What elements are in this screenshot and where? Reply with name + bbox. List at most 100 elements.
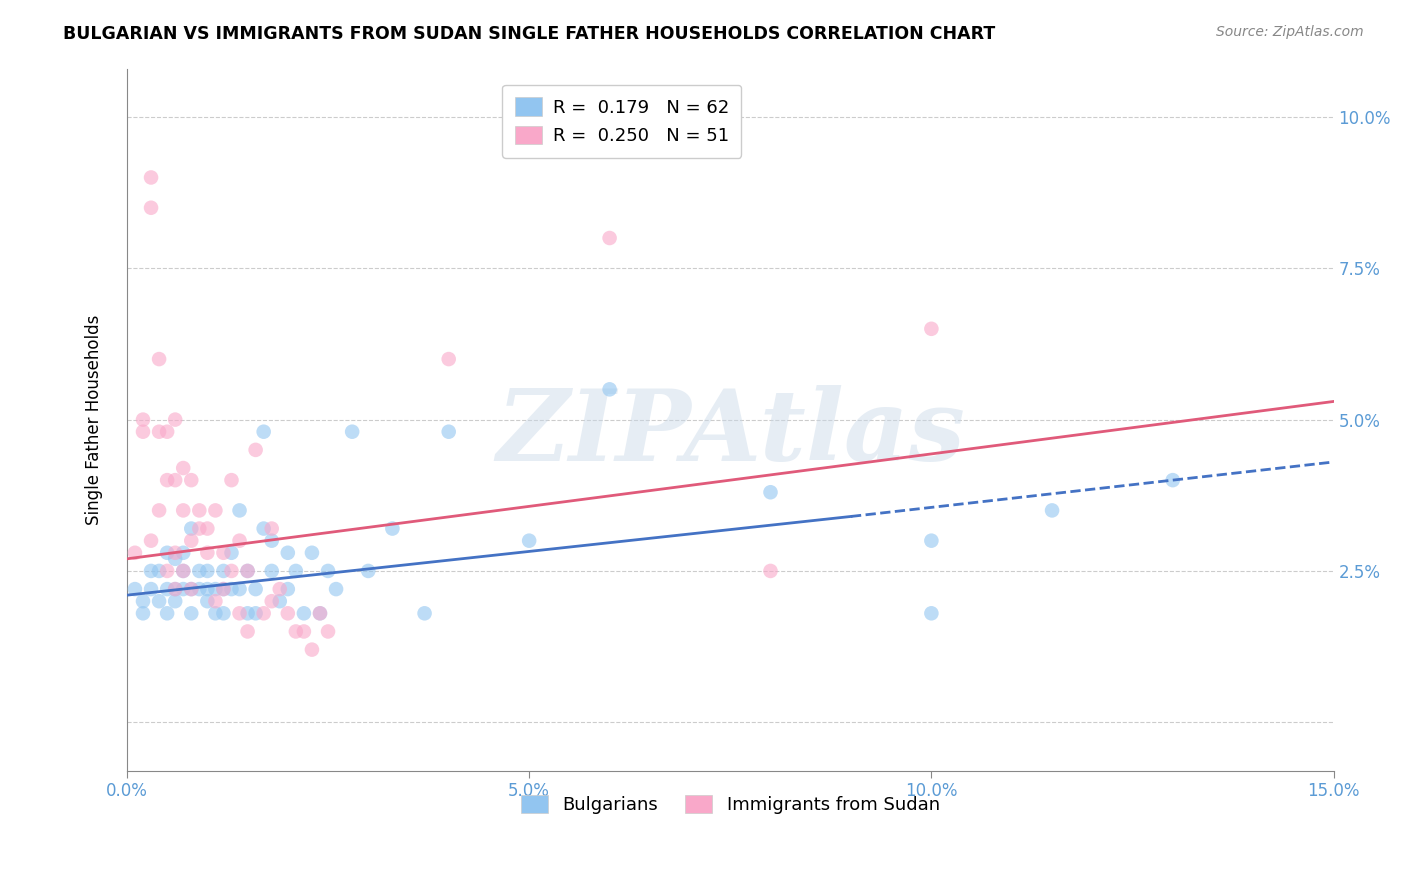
- Point: [517, 533, 540, 548]
- Point: [139, 582, 162, 596]
- Point: [325, 582, 347, 596]
- Point: [245, 442, 267, 457]
- Point: [132, 412, 155, 426]
- Point: [221, 546, 243, 560]
- Point: [920, 322, 942, 336]
- Point: [172, 564, 194, 578]
- Point: [180, 607, 202, 621]
- Point: [228, 533, 250, 548]
- Point: [253, 522, 276, 536]
- Point: [148, 352, 170, 367]
- Point: [1040, 503, 1063, 517]
- Point: [156, 546, 179, 560]
- Point: [204, 503, 226, 517]
- Text: Source: ZipAtlas.com: Source: ZipAtlas.com: [1216, 25, 1364, 39]
- Point: [309, 607, 332, 621]
- Point: [195, 546, 218, 560]
- Point: [284, 564, 307, 578]
- Point: [132, 594, 155, 608]
- Point: [413, 607, 436, 621]
- Point: [292, 607, 315, 621]
- Point: [920, 607, 942, 621]
- Point: [759, 485, 782, 500]
- Point: [253, 607, 276, 621]
- Point: [195, 594, 218, 608]
- Point: [172, 582, 194, 596]
- Point: [156, 607, 179, 621]
- Point: [172, 564, 194, 578]
- Point: [253, 425, 276, 439]
- Point: [172, 546, 194, 560]
- Point: [188, 522, 211, 536]
- Point: [269, 582, 291, 596]
- Point: [148, 425, 170, 439]
- Point: [156, 582, 179, 596]
- Point: [139, 201, 162, 215]
- Point: [148, 564, 170, 578]
- Point: [172, 503, 194, 517]
- Point: [599, 231, 621, 245]
- Point: [139, 564, 162, 578]
- Point: [236, 624, 259, 639]
- Point: [309, 607, 332, 621]
- Point: [188, 503, 211, 517]
- Point: [260, 564, 283, 578]
- Point: [132, 425, 155, 439]
- Point: [292, 624, 315, 639]
- Point: [221, 582, 243, 596]
- Point: [165, 546, 187, 560]
- Point: [195, 522, 218, 536]
- Point: [437, 425, 460, 439]
- Point: [1161, 473, 1184, 487]
- Point: [188, 582, 211, 596]
- Point: [269, 594, 291, 608]
- Y-axis label: Single Father Households: Single Father Households: [86, 314, 103, 524]
- Point: [204, 607, 226, 621]
- Point: [381, 522, 404, 536]
- Point: [301, 642, 323, 657]
- Point: [165, 594, 187, 608]
- Point: [260, 533, 283, 548]
- Point: [236, 607, 259, 621]
- Point: [124, 546, 146, 560]
- Point: [124, 582, 146, 596]
- Point: [148, 503, 170, 517]
- Point: [277, 607, 299, 621]
- Point: [437, 352, 460, 367]
- Point: [180, 473, 202, 487]
- Point: [212, 564, 235, 578]
- Point: [165, 473, 187, 487]
- Point: [204, 594, 226, 608]
- Point: [277, 546, 299, 560]
- Point: [156, 473, 179, 487]
- Point: [245, 582, 267, 596]
- Text: ZIPAtlas: ZIPAtlas: [496, 385, 965, 482]
- Point: [599, 382, 621, 396]
- Point: [180, 582, 202, 596]
- Point: [357, 564, 380, 578]
- Point: [204, 582, 226, 596]
- Point: [165, 582, 187, 596]
- Point: [195, 582, 218, 596]
- Point: [920, 533, 942, 548]
- Point: [284, 624, 307, 639]
- Point: [180, 533, 202, 548]
- Point: [156, 425, 179, 439]
- Point: [228, 607, 250, 621]
- Point: [148, 594, 170, 608]
- Point: [132, 607, 155, 621]
- Point: [316, 564, 339, 578]
- Point: [316, 624, 339, 639]
- Point: [236, 564, 259, 578]
- Point: [139, 170, 162, 185]
- Point: [139, 533, 162, 548]
- Point: [212, 546, 235, 560]
- Point: [212, 582, 235, 596]
- Point: [236, 564, 259, 578]
- Point: [228, 503, 250, 517]
- Point: [301, 546, 323, 560]
- Point: [165, 412, 187, 426]
- Point: [759, 564, 782, 578]
- Point: [172, 461, 194, 475]
- Point: [228, 582, 250, 596]
